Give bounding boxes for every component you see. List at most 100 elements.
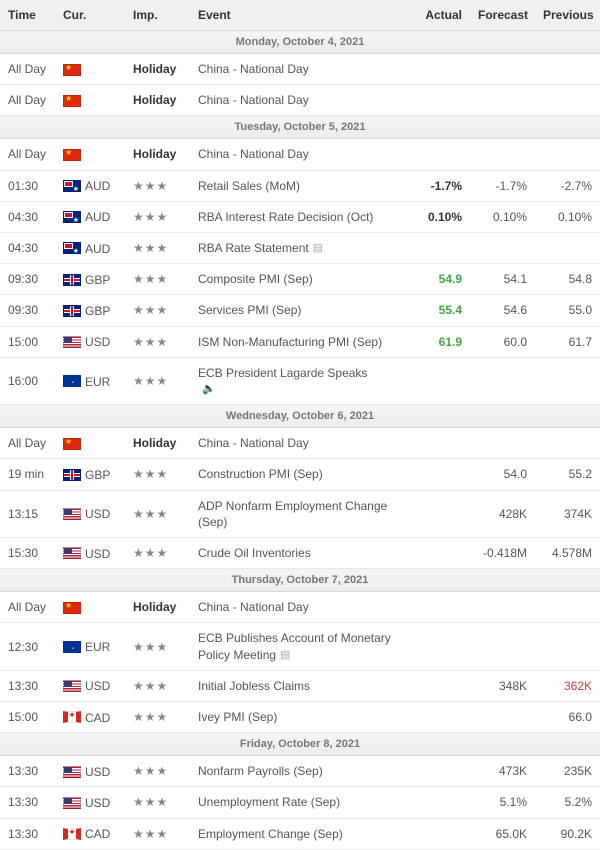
flag-icon: [63, 797, 81, 809]
col-time[interactable]: Time: [0, 0, 55, 31]
importance-stars: ★★★: [133, 179, 168, 193]
cell-previous: [535, 139, 600, 170]
importance-stars: ★★★: [133, 241, 168, 255]
event-row[interactable]: 13:30USD★★★Nonfarm Payrolls (Sep)473K235…: [0, 756, 600, 787]
cell-importance: Holiday: [125, 428, 190, 459]
day-separator: Thursday, October 7, 2021: [0, 569, 600, 592]
cell-event: China - National Day: [190, 85, 405, 116]
event-row[interactable]: 15:00USD★★★ISM Non-Manufacturing PMI (Se…: [0, 326, 600, 357]
cell-time: 09:30: [0, 295, 55, 326]
cell-previous: 66.0: [535, 701, 600, 732]
cell-time: All Day: [0, 428, 55, 459]
col-imp[interactable]: Imp.: [125, 0, 190, 31]
cell-importance: ★★★: [125, 818, 190, 849]
currency-code: USD: [85, 679, 110, 693]
flag-icon: [63, 336, 81, 348]
importance-stars: ★★★: [133, 827, 168, 841]
cell-previous: [535, 428, 600, 459]
currency-code: AUD: [85, 241, 110, 255]
currency-code: USD: [85, 796, 110, 810]
event-row[interactable]: 04:30AUD★★★RBA Interest Rate Decision (O…: [0, 201, 600, 232]
event-name: Ivey PMI (Sep): [198, 710, 277, 724]
cell-event: China - National Day: [190, 428, 405, 459]
cell-time: 09:30: [0, 264, 55, 295]
cell-previous: [535, 623, 600, 670]
cell-actual: [405, 537, 470, 568]
col-event[interactable]: Event: [190, 0, 405, 31]
cell-currency: USD: [55, 326, 125, 357]
cell-event: Services PMI (Sep): [190, 295, 405, 326]
flag-icon: [63, 211, 81, 223]
event-row[interactable]: 09:30GBP★★★Composite PMI (Sep)54.954.154…: [0, 264, 600, 295]
event-row[interactable]: 01:30AUD★★★Retail Sales (MoM)-1.7%-1.7%-…: [0, 170, 600, 201]
cell-actual: [405, 701, 470, 732]
cell-event: Construction PMI (Sep): [190, 459, 405, 490]
flag-icon: [63, 469, 81, 481]
event-row[interactable]: All DayHolidayChina - National Day: [0, 592, 600, 623]
flag-icon: [63, 508, 81, 520]
event-row[interactable]: 13:30USD★★★Unemployment Rate (Sep)5.1%5.…: [0, 787, 600, 818]
event-row[interactable]: All DayHolidayChina - National Day: [0, 139, 600, 170]
table-header: Time Cur. Imp. Event Actual Forecast Pre…: [0, 0, 600, 31]
flag-icon: [63, 547, 81, 559]
event-name: China - National Day: [198, 600, 309, 614]
holiday-label: Holiday: [133, 62, 176, 76]
col-cur[interactable]: Cur.: [55, 0, 125, 31]
cell-currency: USD: [55, 537, 125, 568]
col-forecast[interactable]: Forecast: [470, 0, 535, 31]
currency-code: EUR: [85, 374, 110, 388]
event-row[interactable]: All Day HolidayChina - National Day: [0, 428, 600, 459]
cell-importance: ★★★: [125, 459, 190, 490]
cell-currency: [55, 139, 125, 170]
event-row[interactable]: 13:30USD★★★Initial Jobless Claims348K362…: [0, 670, 600, 701]
cell-forecast: -0.418M: [470, 537, 535, 568]
event-row[interactable]: 04:30AUD★★★RBA Rate Statement▤: [0, 232, 600, 263]
currency-code: AUD: [85, 179, 110, 193]
cell-time: 01:30: [0, 170, 55, 201]
importance-stars: ★★★: [133, 335, 168, 349]
event-row[interactable]: 13:15USD★★★ADP Nonfarm Employment Change…: [0, 490, 600, 537]
importance-stars: ★★★: [133, 795, 168, 809]
cell-previous: [535, 232, 600, 263]
flag-icon: [63, 680, 81, 692]
importance-stars: ★★★: [133, 546, 168, 560]
event-row[interactable]: 12:30EUR★★★ECB Publishes Account of Mone…: [0, 623, 600, 670]
col-actual[interactable]: Actual: [405, 0, 470, 31]
cell-importance: Holiday: [125, 85, 190, 116]
cell-importance: ★★★: [125, 787, 190, 818]
cell-currency: AUD: [55, 232, 125, 263]
cell-time: 13:30: [0, 787, 55, 818]
cell-actual: [405, 592, 470, 623]
cell-currency: [55, 428, 125, 459]
cell-importance: ★★★: [125, 490, 190, 537]
col-previous[interactable]: Previous: [535, 0, 600, 31]
cell-actual: [405, 459, 470, 490]
cell-time: All Day: [0, 139, 55, 170]
currency-code: CAD: [85, 827, 110, 841]
cell-importance: ★★★: [125, 264, 190, 295]
currency-code: USD: [85, 335, 110, 349]
cell-event: ISM Non-Manufacturing PMI (Sep): [190, 326, 405, 357]
event-row[interactable]: 16:00EUR★★★ECB President Lagarde Speaks🔈: [0, 357, 600, 404]
event-row[interactable]: 13:30CAD★★★Employment Change (Sep)65.0K9…: [0, 818, 600, 849]
cell-time: 12:30: [0, 623, 55, 670]
currency-code: USD: [85, 546, 110, 560]
flag-icon: [63, 438, 81, 450]
cell-actual: [405, 670, 470, 701]
event-row[interactable]: 19 minGBP★★★Construction PMI (Sep)54.055…: [0, 459, 600, 490]
cell-time: 13:15: [0, 490, 55, 537]
cell-forecast: 5.1%: [470, 787, 535, 818]
cell-forecast: -1.7%: [470, 170, 535, 201]
cell-event: Unemployment Rate (Sep): [190, 787, 405, 818]
event-row[interactable]: All DayHolidayChina - National Day: [0, 85, 600, 116]
importance-stars: ★★★: [133, 710, 168, 724]
event-row[interactable]: 15:30USD★★★Crude Oil Inventories-0.418M4…: [0, 537, 600, 568]
day-separator: Tuesday, October 5, 2021: [0, 116, 600, 139]
cell-event: China - National Day: [190, 592, 405, 623]
day-label: Wednesday, October 6, 2021: [0, 405, 600, 428]
event-row[interactable]: 09:30GBP★★★Services PMI (Sep)55.454.655.…: [0, 295, 600, 326]
event-row[interactable]: All DayHolidayChina - National Day: [0, 54, 600, 85]
event-row[interactable]: 15:00CAD★★★Ivey PMI (Sep)66.0: [0, 701, 600, 732]
flag-icon: [63, 766, 81, 778]
cell-currency: GBP: [55, 459, 125, 490]
